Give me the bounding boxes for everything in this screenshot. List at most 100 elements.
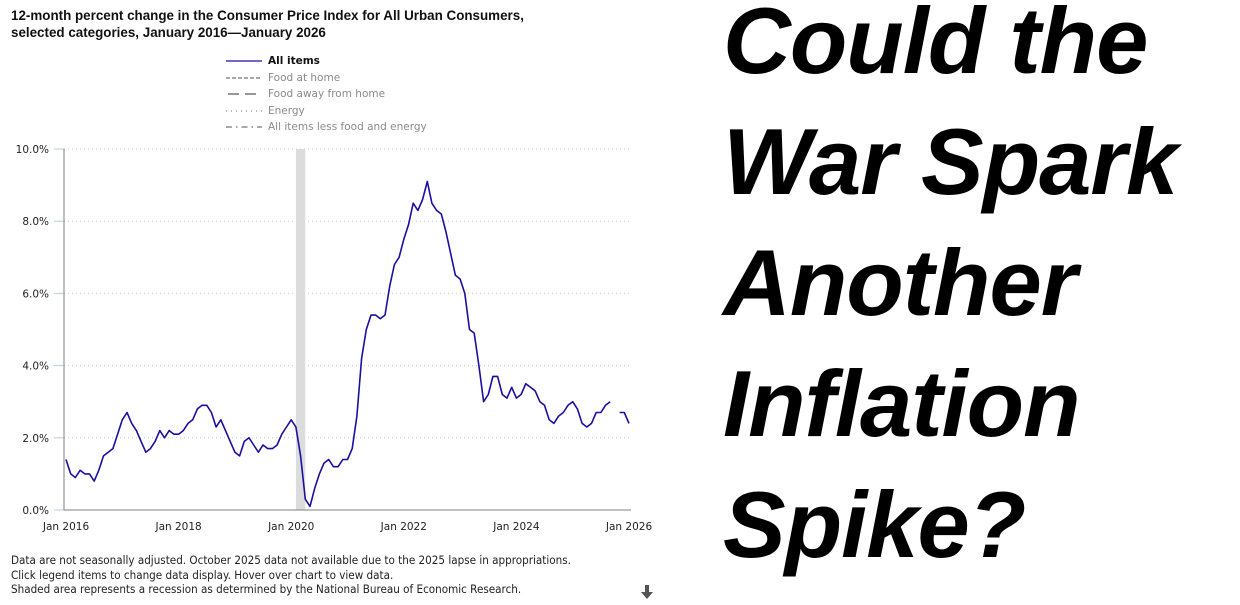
data-point[interactable] <box>144 450 148 454</box>
data-point[interactable] <box>505 396 509 400</box>
data-point[interactable] <box>439 212 443 216</box>
data-point[interactable] <box>158 428 162 432</box>
data-point[interactable] <box>195 407 199 411</box>
data-point[interactable] <box>111 446 115 450</box>
data-point[interactable] <box>153 439 157 443</box>
data-point[interactable] <box>416 208 420 212</box>
data-point[interactable] <box>617 410 621 414</box>
data-point[interactable] <box>477 363 481 367</box>
data-point[interactable] <box>580 421 584 425</box>
data-point[interactable] <box>472 331 476 335</box>
data-point[interactable] <box>388 284 392 288</box>
data-point[interactable] <box>355 414 359 418</box>
data-point[interactable] <box>341 457 345 461</box>
data-point[interactable] <box>261 443 265 447</box>
data-point[interactable] <box>458 277 462 281</box>
data-point[interactable] <box>256 450 260 454</box>
data-point[interactable] <box>251 443 255 447</box>
data-point[interactable] <box>467 327 471 331</box>
data-point[interactable] <box>571 400 575 404</box>
data-point[interactable] <box>64 457 68 461</box>
data-point[interactable] <box>134 428 138 432</box>
data-point[interactable] <box>552 421 556 425</box>
data-point[interactable] <box>542 403 546 407</box>
data-point[interactable] <box>359 356 363 360</box>
data-point[interactable] <box>589 421 593 425</box>
data-point[interactable] <box>364 327 368 331</box>
series-line-all-items[interactable] <box>619 411 630 424</box>
data-point[interactable] <box>294 425 298 429</box>
data-point[interactable] <box>181 428 185 432</box>
data-point[interactable] <box>308 504 312 508</box>
data-point[interactable] <box>491 374 495 378</box>
data-point[interactable] <box>406 223 410 227</box>
data-point[interactable] <box>561 410 565 414</box>
data-point[interactable] <box>510 385 514 389</box>
legend-item-energy[interactable]: Energy <box>226 103 427 120</box>
data-point[interactable] <box>392 262 396 266</box>
data-point[interactable] <box>83 472 87 476</box>
data-point[interactable] <box>420 197 424 201</box>
data-point[interactable] <box>378 316 382 320</box>
data-point[interactable] <box>495 374 499 378</box>
data-point[interactable] <box>219 418 223 422</box>
data-point[interactable] <box>284 425 288 429</box>
chart-plot[interactable]: 0.0%2.0%4.0%6.0%8.0%10.0% Jan 2016 Jan 20… <box>0 140 680 540</box>
data-point[interactable] <box>603 403 607 407</box>
data-point[interactable] <box>519 392 523 396</box>
data-point[interactable] <box>322 461 326 465</box>
data-point[interactable] <box>125 410 129 414</box>
data-point[interactable] <box>101 454 105 458</box>
data-point[interactable] <box>608 400 612 404</box>
data-point[interactable] <box>92 479 96 483</box>
data-point[interactable] <box>622 410 626 414</box>
data-point[interactable] <box>247 436 251 440</box>
data-point[interactable] <box>172 432 176 436</box>
data-point[interactable] <box>200 403 204 407</box>
data-point[interactable] <box>162 436 166 440</box>
data-point[interactable] <box>369 313 373 317</box>
down-arrow-icon[interactable] <box>640 584 654 600</box>
data-point[interactable] <box>434 208 438 212</box>
data-point[interactable] <box>402 237 406 241</box>
data-point[interactable] <box>205 403 209 407</box>
data-point[interactable] <box>430 201 434 205</box>
data-point[interactable] <box>599 410 603 414</box>
data-point[interactable] <box>190 418 194 422</box>
data-point[interactable] <box>73 475 77 479</box>
data-point[interactable] <box>270 446 274 450</box>
data-point[interactable] <box>167 428 171 432</box>
data-point[interactable] <box>280 432 284 436</box>
data-point[interactable] <box>68 472 72 476</box>
data-point[interactable] <box>289 418 293 422</box>
legend-item-food-away-from-home[interactable]: Food away from home <box>226 86 427 103</box>
data-point[interactable] <box>383 313 387 317</box>
legend-item-core[interactable]: All items less food and energy <box>226 119 427 136</box>
data-point[interactable] <box>411 201 415 205</box>
data-point[interactable] <box>463 291 467 295</box>
data-point[interactable] <box>87 472 91 476</box>
data-point[interactable] <box>345 457 349 461</box>
data-point[interactable] <box>336 464 340 468</box>
data-point[interactable] <box>303 497 307 501</box>
data-point[interactable] <box>186 421 190 425</box>
data-point[interactable] <box>627 421 631 425</box>
data-point[interactable] <box>298 454 302 458</box>
data-point[interactable] <box>115 432 119 436</box>
data-point[interactable] <box>453 273 457 277</box>
data-point[interactable] <box>524 381 528 385</box>
data-point[interactable] <box>500 392 504 396</box>
data-point[interactable] <box>350 446 354 450</box>
data-point[interactable] <box>556 414 560 418</box>
data-point[interactable] <box>449 251 453 255</box>
data-point[interactable] <box>397 255 401 259</box>
data-point[interactable] <box>275 443 279 447</box>
data-point[interactable] <box>233 450 237 454</box>
data-point[interactable] <box>223 428 227 432</box>
data-point[interactable] <box>514 396 518 400</box>
data-point[interactable] <box>242 439 246 443</box>
data-point[interactable] <box>425 179 429 183</box>
data-point[interactable] <box>538 400 542 404</box>
data-point[interactable] <box>312 486 316 490</box>
data-point[interactable] <box>547 418 551 422</box>
